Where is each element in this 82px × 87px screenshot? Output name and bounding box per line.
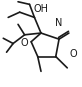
Text: O: O: [21, 39, 28, 48]
Text: N: N: [55, 19, 63, 28]
Text: O: O: [70, 49, 78, 59]
Text: OH: OH: [34, 4, 48, 14]
